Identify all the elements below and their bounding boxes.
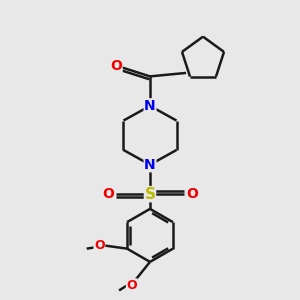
Text: O: O <box>94 239 105 252</box>
Text: O: O <box>102 187 114 201</box>
Text: O: O <box>126 279 137 292</box>
Text: N: N <box>144 158 156 172</box>
Text: N: N <box>144 99 156 113</box>
Text: S: S <box>145 187 155 202</box>
Text: O: O <box>186 187 198 201</box>
Text: O: O <box>110 59 122 73</box>
